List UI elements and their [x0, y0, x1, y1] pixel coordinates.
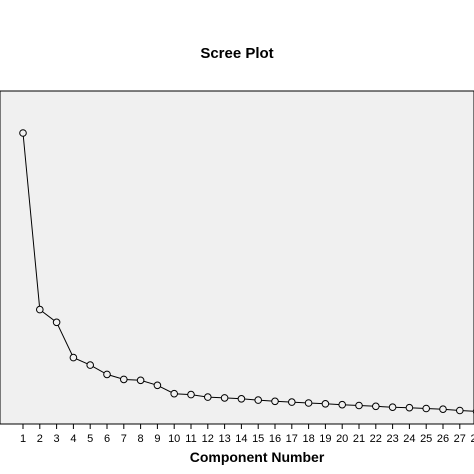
data-point — [338, 400, 347, 409]
data-point — [52, 318, 61, 327]
x-tick-label: 8 — [138, 433, 144, 445]
x-tick-label: 26 — [437, 433, 449, 445]
data-point — [187, 390, 195, 399]
x-tick-label: 3 — [54, 433, 60, 445]
x-tick-label: 1 — [20, 433, 26, 445]
x-tick-label: 23 — [386, 433, 398, 445]
data-point — [237, 395, 246, 403]
x-tick-label: 2 — [37, 433, 43, 445]
x-tick-label: 18 — [302, 433, 314, 445]
data-point — [170, 389, 178, 398]
data-point — [405, 403, 414, 412]
x-tick-label: 24 — [403, 433, 415, 445]
data-points — [19, 129, 474, 415]
x-tick-label: 28 — [470, 433, 474, 445]
x-tick-label: 27 — [454, 433, 466, 445]
plot-area — [0, 90, 474, 425]
data-point — [136, 376, 145, 385]
x-tick-label: 7 — [121, 433, 127, 445]
series-line — [22, 132, 474, 412]
data-point — [304, 399, 313, 407]
x-axis-label: Component Number — [190, 449, 325, 465]
data-point — [120, 375, 128, 384]
data-point — [288, 398, 296, 406]
data-point — [254, 396, 263, 404]
data-point — [69, 353, 78, 362]
x-tick-label: 15 — [252, 433, 264, 445]
x-tick-label: 17 — [286, 433, 298, 445]
x-tick-label: 20 — [336, 433, 348, 445]
x-tick-label: 5 — [87, 433, 93, 445]
data-point — [36, 305, 44, 314]
x-tick-label: 21 — [353, 433, 365, 445]
data-point — [86, 361, 94, 369]
data-point — [355, 401, 363, 410]
x-tick-label: 12 — [202, 433, 214, 445]
data-point — [19, 129, 27, 137]
data-point — [422, 404, 431, 413]
chart-title: Scree Plot — [200, 45, 273, 62]
data-point — [220, 394, 229, 402]
data-point — [153, 381, 162, 390]
x-tick-label: 22 — [370, 433, 382, 445]
x-tick-label: 11 — [185, 433, 196, 445]
x-tick-label: 16 — [269, 433, 281, 445]
x-tick-label: 19 — [319, 433, 331, 445]
x-tick-label: 10 — [168, 433, 180, 445]
data-point — [271, 397, 279, 406]
x-tick-label: 13 — [218, 433, 230, 445]
x-tick-label: 4 — [70, 433, 76, 445]
data-point — [321, 400, 330, 408]
data-point — [439, 405, 447, 414]
x-tick-label: 6 — [104, 433, 110, 445]
data-point — [456, 406, 464, 415]
x-tick-label: 14 — [235, 433, 247, 445]
data-point — [103, 370, 111, 379]
x-tick-label: 9 — [154, 433, 160, 445]
data-point — [204, 393, 212, 401]
x-tick-label: 25 — [420, 433, 432, 445]
x-axis-ticks: 1 2 3 4 5 6 7 8 9 10 11 12 13 14 15 16 17 18 19 20 21 22 23 24 2… — [20, 424, 474, 445]
data-point — [388, 403, 397, 412]
data-point — [372, 402, 380, 411]
